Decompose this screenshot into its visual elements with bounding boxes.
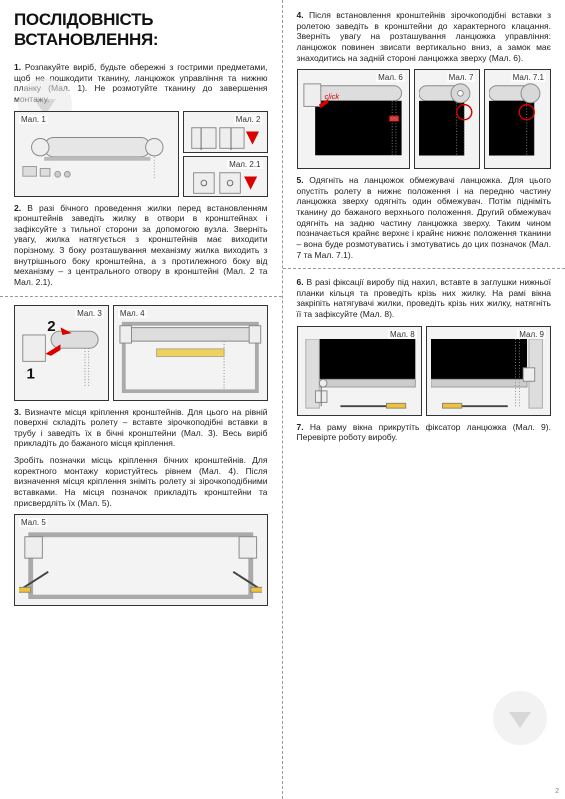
step-7-text: 7. На раму вікна прикрутіть фіксатор лан…: [297, 422, 552, 443]
divider-1: [0, 296, 282, 297]
page-number: 2: [555, 788, 559, 795]
figure-4-label: Мал. 4: [118, 309, 147, 318]
figure-9: Мал. 9: [426, 326, 551, 416]
step-4-body: Після встановлення кронштейнів зірочкопо…: [297, 10, 552, 63]
figure-6-svg: click: [302, 82, 405, 159]
step-5-body: Одягніть на ланцюжок обмежувачі ланцюжка…: [297, 175, 552, 259]
figure-7-label: Мал. 7: [447, 73, 476, 82]
figure-5-label: Мал. 5: [19, 518, 48, 527]
fig-row-3: Мал. 5: [14, 514, 268, 606]
step-3-body: Визначте місця кріплення кронштейнів. Дл…: [14, 407, 268, 449]
figure-8: Мал. 8: [297, 326, 422, 416]
figure-6: Мал. 6 click: [297, 69, 410, 169]
svg-text:1: 1: [27, 365, 35, 382]
figure-3-label: Мал. 3: [75, 309, 104, 318]
figure-2: Мал. 2: [183, 111, 268, 153]
figure-2-1-label: Мал. 2.1: [227, 160, 262, 169]
page-title: ПОСЛІДОВНІСТЬ ВСТАНОВЛЕННЯ:: [14, 10, 268, 50]
figure-1-label: Мал. 1: [19, 115, 48, 124]
step-6-body: В разі фіксації виробу під нахил, вставт…: [297, 277, 552, 319]
figure-8-label: Мал. 8: [388, 330, 417, 339]
step-6-text: 6. В разі фіксації виробу під нахил, вст…: [297, 277, 552, 320]
figure-9-svg: [431, 339, 546, 410]
figure-2-1: Мал. 2.1: [183, 156, 268, 197]
figure-6-label: Мал. 6: [376, 73, 405, 82]
step-3b-text: Зробіть позначки місць кріплення бічних …: [14, 455, 268, 508]
fig-row-1: Мал. 1 Мал. 2: [14, 111, 268, 197]
figure-2-1-svg: [188, 169, 263, 197]
divider-2: [283, 268, 565, 269]
figure-5: Мал. 5: [14, 514, 268, 606]
figure-5-svg: [19, 527, 262, 599]
figure-7: Мал. 7: [414, 69, 481, 169]
figure-7-1-label: Мал. 7.1: [511, 73, 546, 82]
step-4-text: 4. Після встановлення кронштейнів зірочк…: [297, 10, 552, 63]
watermark-icon-2: [493, 691, 547, 745]
figure-2-label: Мал. 2: [234, 115, 263, 124]
step-2-text: 2. В разі бічного проведення жилки перед…: [14, 203, 268, 288]
svg-text:click: click: [324, 92, 340, 101]
figure-7-svg: [419, 82, 476, 159]
figure-2-svg: [188, 124, 263, 152]
fig-row-4: Мал. 6 click Мал. 7: [297, 69, 552, 169]
step-5-text: 5. Одягніть на ланцюжок обмежувачі ланцю…: [297, 175, 552, 260]
figure-1: Мал. 1: [14, 111, 179, 197]
figure-4-svg: [118, 318, 263, 393]
figure-3-svg: 1 2: [19, 318, 104, 392]
step-3-text: 3. Визначте місця кріплення кронштейнів.…: [14, 407, 268, 450]
figure-7-1-svg: [489, 82, 546, 159]
figure-9-label: Мал. 9: [517, 330, 546, 339]
figure-3: Мал. 3 1 2: [14, 305, 109, 401]
step-7-body: На раму вікна прикрутіть фіксатор ланцюж…: [297, 422, 551, 443]
figure-8-svg: [302, 339, 417, 410]
fig-row-2: Мал. 3 1 2 Мал. 4: [14, 305, 268, 401]
fig-row-5: Мал. 8 Мал. 9: [297, 326, 552, 416]
svg-text:2: 2: [47, 318, 55, 335]
step-2-body: В разі бічного проведення жилки перед вс…: [14, 203, 268, 287]
figure-7-1: Мал. 7.1: [484, 69, 551, 169]
figure-1-svg: [19, 124, 174, 182]
figure-4: Мал. 4: [113, 305, 268, 401]
